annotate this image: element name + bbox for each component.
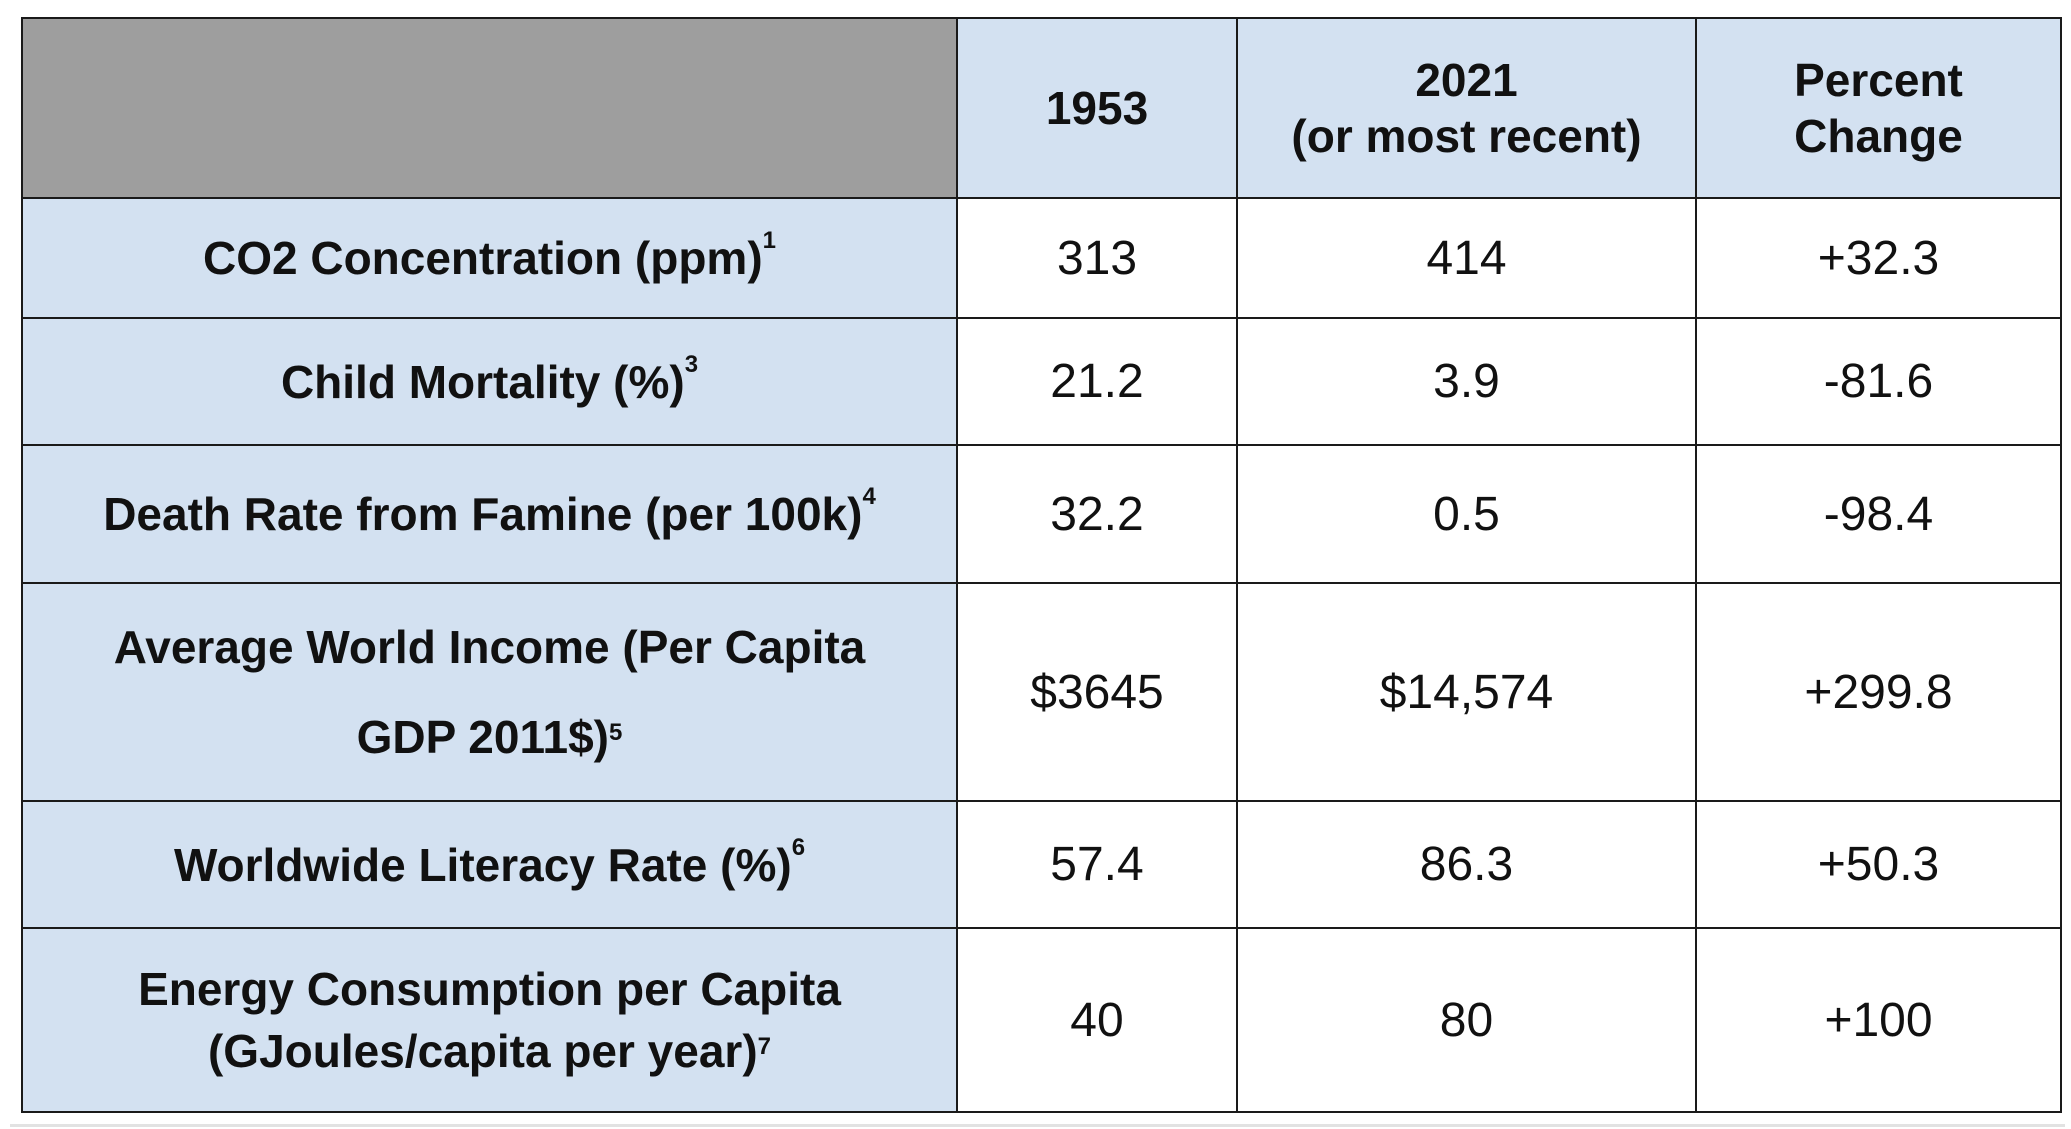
value-percent-change: +32.3 [1695,197,2062,319]
value-1953: 57.4 [956,800,1238,929]
row-label-line1: Average World Income (Per Capita [113,621,866,673]
table-row: Worldwide Literacy Rate (%)6 57.4 86.3 +… [21,800,2062,929]
comparison-table: 1953 2021 (or most recent) Percent Chang… [21,17,2062,1113]
table-row: Child Mortality (%)3 21.2 3.9 -81.6 [21,317,2062,446]
value-percent-change: +100 [1695,927,2062,1113]
row-label-text: Child Mortality (%) [280,355,685,408]
value-1953: 32.2 [956,444,1238,584]
value-percent-change: -81.6 [1695,317,2062,446]
header-corner-cell [21,17,958,199]
row-label-line2: GDP 2011$) [356,711,609,763]
comparison-table-container: 1953 2021 (or most recent) Percent Chang… [21,17,2062,1113]
value-1953: 313 [956,197,1238,319]
footnote-marker: 6 [791,833,806,861]
row-label-line1: Energy Consumption per Capita [138,963,841,1015]
table-row: CO2 Concentration (ppm)1 313 414 +32.3 [21,197,2062,319]
header-1953-label: 1953 [1045,82,1149,134]
value-2021: 3.9 [1236,317,1697,446]
value-2021: 0.5 [1236,444,1697,584]
value-2021: 414 [1236,197,1697,319]
footnote-marker: 1 [762,227,777,254]
value-1953: 40 [956,927,1238,1113]
row-label-line2: (GJoules/capita per year) [207,1025,758,1077]
table-row: Average World Income (Per Capita GDP 201… [21,582,2062,802]
header-row: 1953 2021 (or most recent) Percent Chang… [21,17,2062,199]
header-2021-line1: 2021 [1415,54,1518,106]
value-1953: 21.2 [956,317,1238,446]
footnote-marker: 5 [608,719,623,746]
row-label-text: CO2 Concentration (ppm) [202,232,763,284]
header-pct-line2: Change [1794,110,1963,162]
footnote-marker: 4 [862,483,876,510]
value-1953: $3645 [956,582,1238,802]
header-2021-line2: (or most recent) [1291,110,1642,162]
row-label: CO2 Concentration (ppm)1 [21,197,958,319]
value-2021: 86.3 [1236,800,1697,929]
row-label-text: Worldwide Literacy Rate (%) [173,838,792,891]
row-label: Energy Consumption per Capita (GJoules/c… [21,927,958,1113]
footnote-marker: 7 [757,1033,772,1060]
row-label: Death Rate from Famine (per 100k)4 [21,444,958,584]
header-2021: 2021 (or most recent) [1236,17,1697,199]
row-label-text: Death Rate from Famine (per 100k) [103,488,863,540]
row-label: Average World Income (Per Capita GDP 201… [21,582,958,802]
value-percent-change: -98.4 [1695,444,2062,584]
value-percent-change: +299.8 [1695,582,2062,802]
row-label: Worldwide Literacy Rate (%)6 [21,800,958,929]
value-2021: $14,574 [1236,582,1697,802]
header-1953: 1953 [956,17,1238,199]
table-row: Death Rate from Famine (per 100k)4 32.2 … [21,444,2062,584]
value-2021: 80 [1236,927,1697,1113]
header-pct-line1: Percent [1794,54,1963,106]
table-row: Energy Consumption per Capita (GJoules/c… [21,927,2062,1113]
bottom-divider [10,1124,2065,1127]
footnote-marker: 3 [684,350,699,378]
value-percent-change: +50.3 [1695,800,2062,929]
row-label: Child Mortality (%)3 [21,317,958,446]
header-percent-change: Percent Change [1695,17,2062,199]
